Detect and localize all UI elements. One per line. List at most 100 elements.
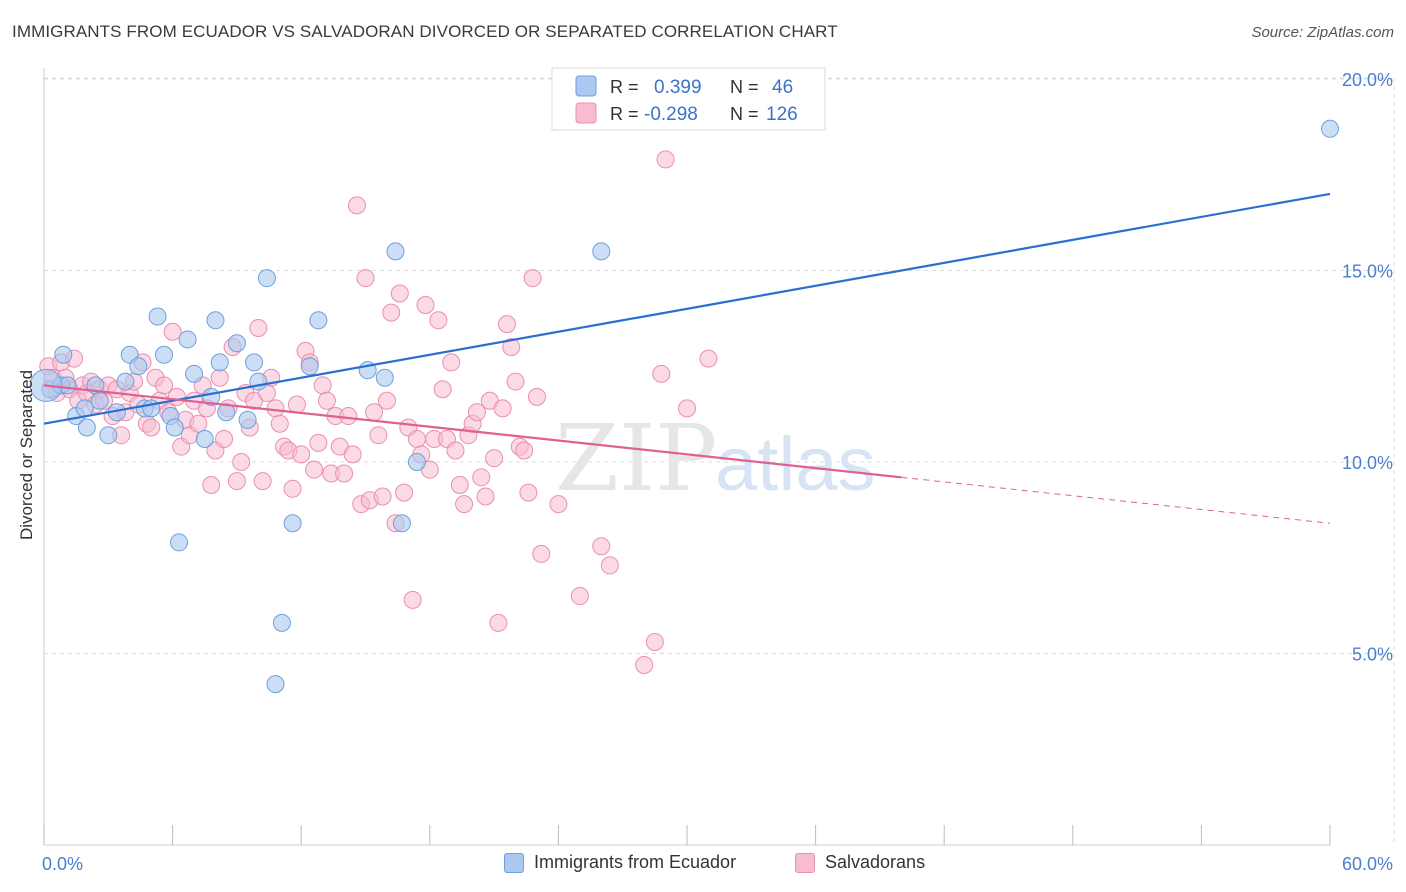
ecuador-point: [272, 613, 291, 632]
y-tick-label: 20.0%: [1342, 70, 1393, 90]
watermark-atlas: atlas: [715, 422, 876, 507]
watermark: ZIP atlas: [555, 405, 876, 512]
ecuador-point: [283, 514, 302, 533]
ecuador-point: [116, 372, 135, 391]
legend-n-value-1: 46: [772, 77, 793, 98]
ecuador-point: [195, 430, 214, 449]
legend-swatch-blue: [575, 75, 597, 97]
salvadoran-point: [377, 391, 396, 410]
legend-bottom: Immigrants from Ecuador Salvadorans: [0, 852, 1406, 878]
y-tick-label: 15.0%: [1342, 262, 1393, 282]
ecuador-point: [90, 391, 109, 410]
source-label: Source: ZipAtlas.com: [1251, 24, 1394, 41]
salvadoran-point: [283, 479, 302, 498]
legend-n-label-2: N =: [730, 104, 759, 124]
salvadoran-point: [142, 418, 161, 437]
ecuador-point: [206, 311, 225, 330]
salvadoran-point: [249, 318, 268, 337]
ecuador-point: [227, 334, 246, 353]
legend-label-salvadorans: Salvadorans: [825, 852, 926, 872]
salvadoran-point: [472, 468, 491, 487]
salvadoran-point: [390, 284, 409, 303]
salvadoran-point: [266, 399, 285, 418]
ecuador-point: [1321, 119, 1339, 138]
ecuador-point: [185, 364, 204, 383]
salvadoran-point: [652, 364, 671, 383]
salvadoran-point: [489, 613, 508, 632]
ecuador-point: [170, 533, 189, 552]
legend-n-value-2: 126: [766, 104, 798, 125]
ecuador-point: [300, 357, 319, 376]
legend-r-label-2: R =: [610, 104, 639, 124]
salvadoran-point: [373, 487, 392, 506]
salvadoran-point: [485, 449, 504, 468]
salvadoran-point: [253, 472, 272, 491]
legend-item-salvadorans: Salvadorans: [795, 852, 925, 873]
ecuador-point: [386, 242, 405, 261]
salvadoran-point: [305, 460, 324, 479]
legend-r-value-2: -0.298: [644, 104, 698, 125]
salvadoran-point: [515, 441, 534, 460]
axes: [43, 68, 1331, 846]
salvadoran-point: [635, 655, 654, 674]
legend-n-label-1: N =: [730, 77, 759, 97]
salvadoran-point: [210, 368, 229, 387]
ecuador-point: [592, 242, 611, 261]
legend-r-label-1: R =: [610, 77, 639, 97]
legend-swatch-ecuador: [504, 852, 524, 873]
salvadoran-point: [450, 475, 469, 494]
ecuador-point: [54, 345, 73, 364]
salvadoran-trend-line: [43, 384, 902, 479]
salvadoran-point: [506, 372, 525, 391]
ecuador-point: [148, 307, 167, 326]
salvadoran-point: [347, 196, 366, 215]
salvadoran-point: [645, 633, 664, 652]
ecuador-point: [210, 353, 229, 372]
trend-lines: [43, 192, 1331, 524]
ecuador-point: [266, 675, 285, 694]
salvadoran-point: [592, 537, 611, 556]
ecuador-point: [245, 353, 264, 372]
salvadoran-point: [163, 322, 182, 341]
ecuador-point: [77, 418, 96, 437]
x-tick-label-min: 0.0%: [42, 854, 83, 874]
salvadoran-point: [339, 407, 358, 426]
salvadoran-point: [455, 495, 474, 514]
legend-swatch-pink: [575, 102, 597, 124]
salvadoran-point: [167, 387, 186, 406]
chart-title: IMMIGRANTS FROM ECUADOR VS SALVADORAN DI…: [12, 22, 838, 41]
salvadoran-point: [523, 269, 542, 288]
salvadoran-point: [570, 587, 589, 606]
salvadoran-point: [476, 487, 495, 506]
ecuador-point: [238, 410, 257, 429]
legend-r-value-1: 0.399: [654, 77, 702, 98]
salvadoran-point: [678, 399, 696, 418]
salvadoran-point: [549, 495, 568, 514]
salvadoran-point: [309, 433, 328, 452]
salvadoran-point: [287, 395, 306, 414]
ecuador-points: [29, 119, 1339, 694]
salvadoran-trend-extension: [901, 476, 1331, 524]
ecuador-point: [257, 269, 276, 288]
ecuador-point: [392, 514, 411, 533]
legend-item-ecuador: Immigrants from Ecuador: [504, 852, 736, 873]
salvadoran-point: [497, 315, 516, 334]
salvadoran-point: [407, 430, 426, 449]
salvadoran-point: [527, 387, 546, 406]
legend-label-ecuador: Immigrants from Ecuador: [534, 852, 737, 872]
ecuador-point: [375, 368, 394, 387]
salvadoran-point: [202, 475, 221, 494]
salvadoran-point: [369, 426, 388, 445]
salvadoran-point: [429, 311, 448, 330]
salvadoran-point: [382, 303, 401, 322]
salvadoran-point: [416, 295, 435, 314]
salvadoran-point: [356, 269, 375, 288]
legend-swatch-salvadorans: [795, 852, 815, 873]
salvadoran-point: [335, 464, 354, 483]
salvadoran-point: [317, 391, 336, 410]
legend-top: R = 0.399 N = 46 R = -0.298 N = 126: [551, 67, 826, 131]
ecuador-point: [217, 403, 236, 422]
watermark-zip: ZIP: [555, 405, 717, 512]
ecuador-point: [309, 311, 328, 330]
